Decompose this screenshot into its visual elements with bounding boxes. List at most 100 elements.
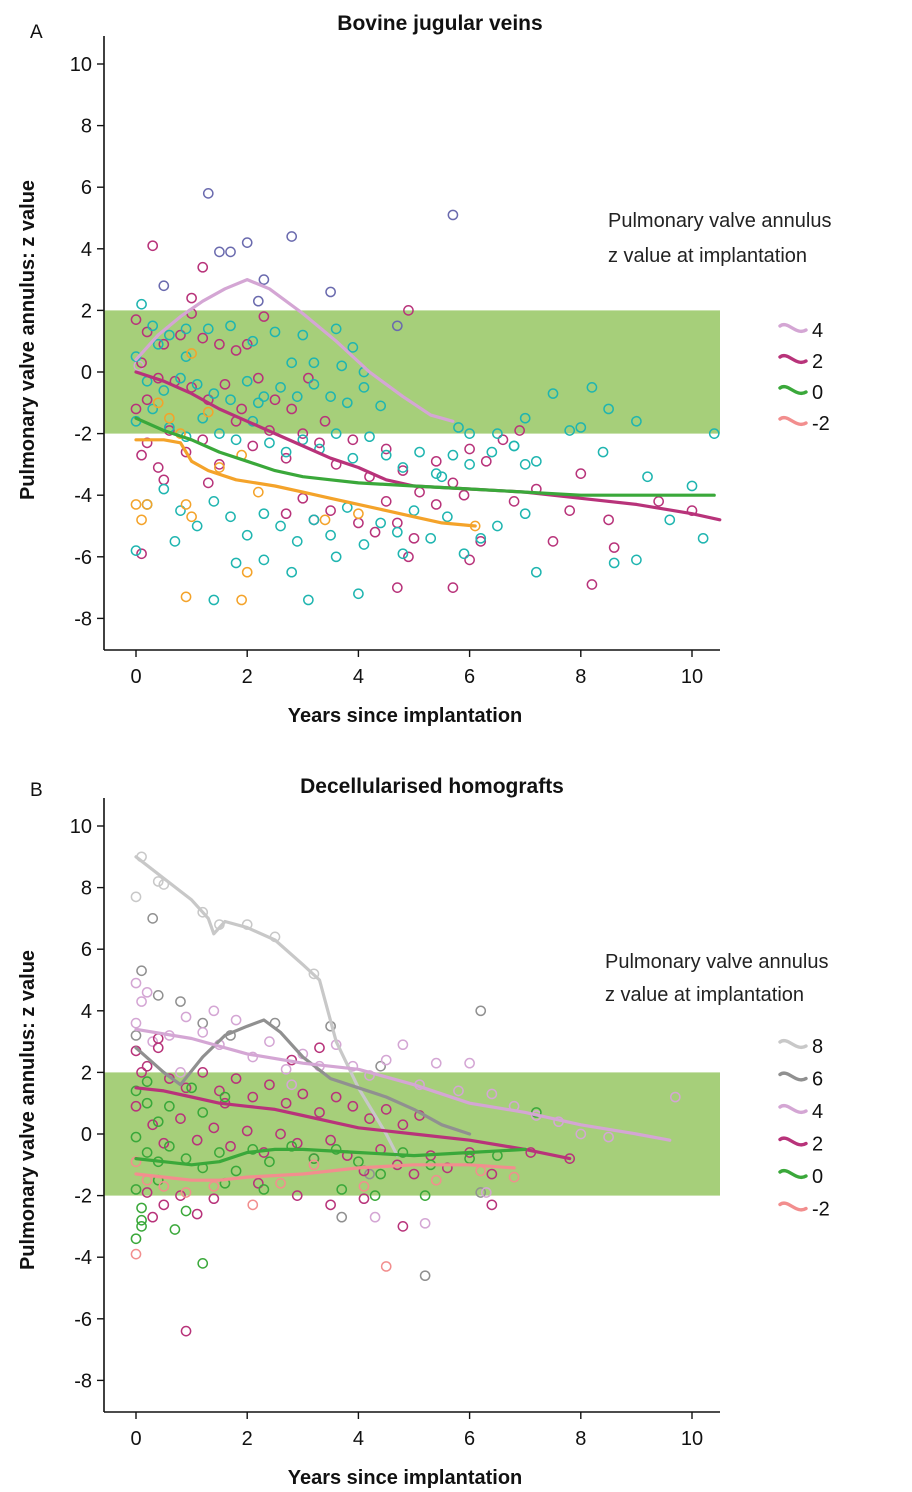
data-point: [136, 514, 147, 526]
data-point: [286, 566, 298, 578]
x-axis-label-b: Years since implantation: [288, 1467, 523, 1489]
data-point: [247, 1091, 259, 1103]
data-point: [180, 1325, 192, 1337]
data-point: [480, 455, 492, 467]
data-point: [419, 1190, 431, 1201]
data-point: [225, 1140, 236, 1152]
data-point: [175, 372, 186, 384]
data-point: [180, 1205, 192, 1217]
data-point: [236, 403, 247, 415]
data-point: [197, 1027, 209, 1038]
legend-label: -2: [812, 413, 830, 435]
data-point: [603, 1131, 614, 1143]
data-point: [208, 496, 220, 507]
data-point: [230, 434, 242, 446]
data-point: [314, 437, 325, 449]
data-point: [175, 1190, 186, 1201]
data-point: [391, 582, 403, 593]
data-point: [197, 1017, 209, 1029]
data-point: [375, 400, 386, 412]
data-point: [241, 1125, 253, 1137]
data-point: [230, 345, 242, 356]
data-point: [141, 1076, 153, 1087]
data-point: [347, 452, 359, 464]
data-point: [530, 455, 542, 467]
data-point: [214, 462, 225, 473]
data-point: [136, 357, 147, 369]
data-point: [397, 548, 409, 560]
data-point: [241, 566, 253, 578]
data-point: [391, 320, 403, 332]
legend-swatch: [778, 385, 808, 396]
data-point: [214, 428, 225, 439]
data-point: [136, 1214, 147, 1226]
data-point: [202, 323, 214, 335]
data-point: [436, 471, 448, 483]
x-tick-label: 8: [575, 1428, 586, 1450]
trend-line: [134, 416, 716, 497]
data-point: [230, 1014, 242, 1026]
data-point: [141, 326, 153, 338]
data-point: [508, 496, 520, 507]
data-point: [442, 511, 453, 523]
data-point: [414, 486, 425, 498]
data-point: [419, 1217, 431, 1229]
data-point: [547, 388, 559, 399]
data-point: [197, 332, 209, 344]
data-point: [141, 1060, 153, 1072]
y-tick-label: 6: [81, 177, 92, 199]
data-point: [130, 1248, 142, 1260]
data-point: [258, 554, 270, 566]
panel-b: -8 -6 -4 -2 0 2 4 6 8 10 0 2 4 6 8 10 B Decellularised h…: [17, 775, 830, 1489]
data-point: [197, 1258, 209, 1269]
normal-range-band: [104, 310, 720, 434]
data-point: [308, 1159, 320, 1171]
x-tick-label: 4: [353, 666, 364, 688]
y-axis-label-a: Pulmonary valve annulus: z value: [17, 180, 39, 500]
data-point: [164, 412, 175, 424]
data-point: [369, 1190, 381, 1201]
data-point: [258, 391, 270, 402]
data-point: [252, 372, 264, 384]
data-point: [147, 913, 159, 924]
data-point: [380, 1054, 392, 1066]
data-point: [180, 323, 192, 335]
data-point: [286, 403, 298, 415]
data-point: [364, 1168, 375, 1180]
y-tick-label: 2: [81, 300, 92, 322]
data-point: [158, 385, 170, 396]
x-tick-label: 10: [681, 1428, 703, 1450]
data-point: [358, 539, 370, 550]
data-point: [653, 496, 664, 507]
data-point: [430, 1057, 442, 1069]
legend-label: 0: [812, 1166, 823, 1188]
data-point: [380, 1261, 392, 1272]
data-point: [397, 462, 409, 473]
data-point: [319, 415, 331, 427]
data-point: [286, 1079, 298, 1091]
data-point: [347, 342, 359, 353]
data-point: [147, 403, 159, 415]
data-point: [297, 329, 309, 341]
data-point: [447, 449, 459, 461]
data-point: [375, 1168, 386, 1180]
data-point: [364, 431, 375, 443]
data-point: [247, 440, 259, 452]
y-tick-label: 4: [81, 1001, 92, 1023]
data-point: [147, 1036, 159, 1047]
data-point: [275, 1177, 286, 1189]
legend-swatch: [778, 323, 808, 334]
data-point: [252, 295, 264, 307]
data-point: [186, 511, 197, 523]
data-point: [358, 1193, 370, 1205]
data-point: [130, 545, 142, 556]
data-point: [308, 1153, 320, 1164]
data-point: [397, 1221, 409, 1232]
legend-label: 2: [812, 1134, 823, 1156]
y-tick-label: -8: [74, 1370, 92, 1392]
legend-title-line2-a: z value at implantation: [608, 245, 807, 267]
data-point: [497, 434, 509, 446]
data-point: [291, 391, 303, 402]
data-point: [430, 468, 442, 479]
legend-swatch: [778, 416, 808, 427]
